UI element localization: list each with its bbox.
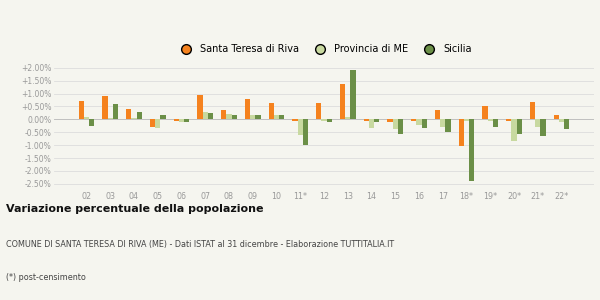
Bar: [155, 119, 160, 128]
Bar: [398, 119, 403, 134]
Bar: [541, 119, 545, 136]
Bar: [232, 115, 237, 119]
Bar: [298, 119, 303, 135]
Bar: [392, 119, 398, 129]
Bar: [179, 119, 184, 122]
Bar: [482, 106, 488, 119]
Bar: [422, 119, 427, 128]
Bar: [303, 119, 308, 145]
Bar: [256, 115, 260, 119]
Bar: [107, 118, 113, 119]
Bar: [564, 119, 569, 129]
Bar: [292, 119, 298, 121]
Bar: [79, 101, 84, 119]
Bar: [464, 119, 469, 121]
Bar: [493, 119, 498, 127]
Bar: [113, 104, 118, 119]
Bar: [435, 110, 440, 119]
Bar: [459, 119, 464, 146]
Bar: [517, 119, 522, 134]
Bar: [150, 119, 155, 127]
Bar: [274, 116, 279, 119]
Bar: [203, 112, 208, 119]
Bar: [506, 119, 511, 121]
Bar: [160, 115, 166, 119]
Bar: [131, 118, 137, 119]
Bar: [250, 115, 256, 119]
Bar: [84, 117, 89, 119]
Text: COMUNE DI SANTA TERESA DI RIVA (ME) - Dati ISTAT al 31 dicembre - Elaborazione T: COMUNE DI SANTA TERESA DI RIVA (ME) - Da…: [6, 241, 394, 250]
Bar: [126, 109, 131, 119]
Text: (*) post-censimento: (*) post-censimento: [6, 274, 86, 283]
Bar: [364, 119, 369, 121]
Bar: [322, 119, 326, 121]
Bar: [530, 102, 535, 119]
Bar: [554, 116, 559, 119]
Bar: [469, 119, 475, 181]
Bar: [137, 112, 142, 119]
Bar: [184, 119, 189, 122]
Bar: [374, 119, 379, 122]
Bar: [345, 117, 350, 119]
Text: Variazione percentuale della popolazione: Variazione percentuale della popolazione: [6, 203, 263, 214]
Bar: [388, 119, 392, 122]
Legend: Santa Teresa di Riva, Provincia di ME, Sicilia: Santa Teresa di Riva, Provincia di ME, S…: [176, 44, 472, 54]
Bar: [197, 95, 203, 119]
Bar: [103, 96, 107, 119]
Bar: [488, 119, 493, 121]
Bar: [511, 119, 517, 141]
Bar: [369, 119, 374, 128]
Bar: [245, 99, 250, 119]
Bar: [226, 114, 232, 119]
Bar: [445, 119, 451, 132]
Bar: [416, 119, 422, 125]
Bar: [411, 119, 416, 121]
Bar: [173, 119, 179, 121]
Bar: [89, 119, 94, 126]
Bar: [279, 116, 284, 119]
Bar: [350, 70, 356, 119]
Bar: [269, 103, 274, 119]
Bar: [559, 119, 564, 122]
Bar: [440, 119, 445, 127]
Bar: [221, 110, 226, 119]
Bar: [535, 119, 541, 127]
Bar: [208, 113, 213, 119]
Bar: [316, 103, 322, 119]
Bar: [340, 84, 345, 119]
Bar: [326, 119, 332, 122]
